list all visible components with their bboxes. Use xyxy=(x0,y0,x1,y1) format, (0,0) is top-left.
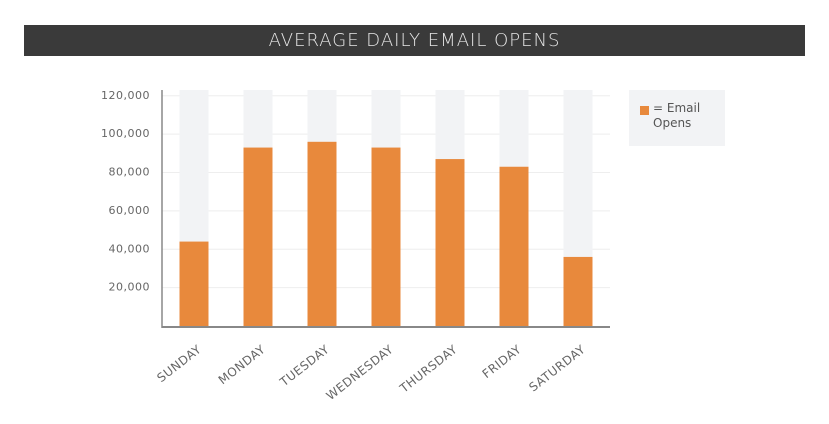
y-tick-label: 100,000 xyxy=(101,127,150,140)
bar xyxy=(499,166,529,326)
x-tick-label: WEDNESDAY xyxy=(324,342,397,403)
legend: = Email Opens xyxy=(629,90,725,146)
bar xyxy=(563,256,593,326)
x-tick-label: FRIDAY xyxy=(480,342,525,381)
y-tick-label: 60,000 xyxy=(109,204,151,217)
bar xyxy=(179,241,209,326)
bar xyxy=(371,147,401,326)
bar xyxy=(307,141,337,326)
x-tick-label: MONDAY xyxy=(216,342,268,387)
legend-label: = Email Opens xyxy=(653,101,701,130)
y-tick-label: 20,000 xyxy=(109,281,151,294)
y-tick-label: 40,000 xyxy=(109,242,151,255)
chart-title: AVERAGE DAILY EMAIL OPENS xyxy=(24,25,805,56)
x-tick-label: SUNDAY xyxy=(154,342,204,385)
x-tick-label: THURSDAY xyxy=(396,342,460,396)
x-tick-label: SATURDAY xyxy=(526,342,588,395)
bar xyxy=(435,159,465,326)
y-tick-label: 120,000 xyxy=(101,89,150,102)
y-tick-label: 80,000 xyxy=(109,166,151,179)
legend-swatch xyxy=(640,106,649,115)
bar xyxy=(243,147,273,326)
x-tick-label: TUESDAY xyxy=(277,342,333,390)
